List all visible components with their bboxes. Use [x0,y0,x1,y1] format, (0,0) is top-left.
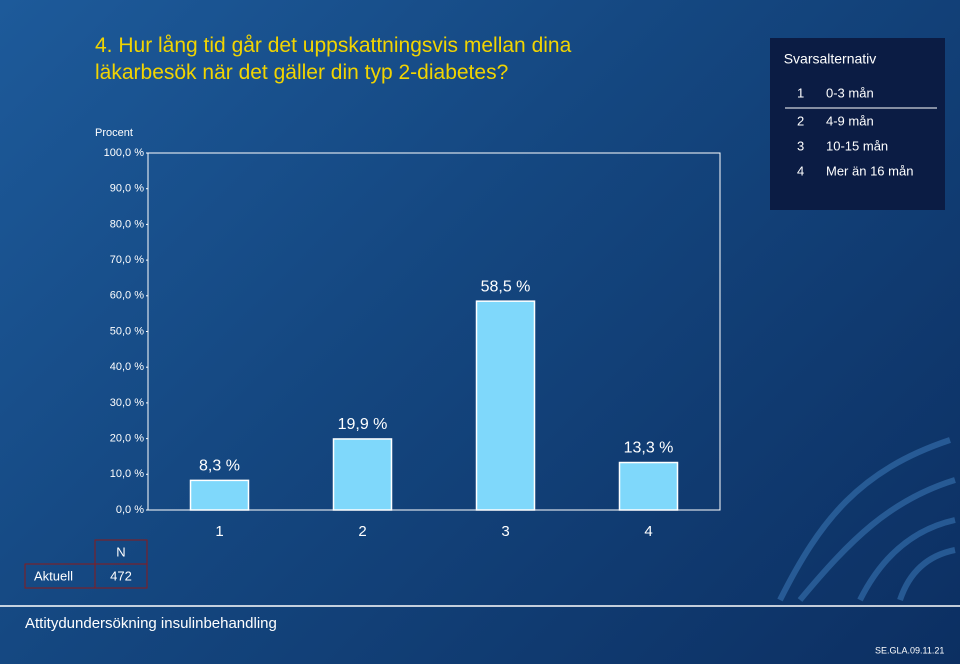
table-value: 472 [110,568,132,583]
y-tick-label: 90,0 % [110,183,144,195]
legend-key: 1 [797,85,804,100]
table-cell [94,563,148,589]
chart-title: 4. Hur lång tid går det uppskattningsvis… [95,34,572,84]
y-tick-label: 40,0 % [110,361,144,373]
bar [189,479,250,511]
bar [618,461,679,511]
legend-key: 2 [797,113,804,128]
y-tick-label: 100,0 % [104,147,145,159]
legend-label: 0-3 mån [826,85,874,100]
y-tick-label: 70,0 % [110,254,144,266]
y-axis-label: Procent [95,127,133,139]
y-tick-label: 60,0 % [110,290,144,302]
value-label: 13,3 % [624,440,674,457]
table-row-label: Aktuell [34,568,73,583]
footer-text: Attitydundersökning insulinbehandling [25,615,277,632]
decoration [777,437,956,602]
legend-label: 10-15 mån [826,138,888,153]
legend-key: 3 [797,138,804,153]
y-tick-label: 0,0 % [116,504,144,516]
x-tick-label: 1 [215,523,223,540]
value-label: 58,5 % [481,278,531,295]
legend-label: Mer än 16 mån [826,163,913,178]
y-tick-label: 80,0 % [110,218,144,230]
legend-label: 4-9 mån [826,113,874,128]
bar [332,438,393,511]
legend-key: 4 [797,163,804,178]
bar [475,300,536,511]
y-tick-label: 10,0 % [110,468,144,480]
x-tick-label: 4 [644,523,652,540]
value-label: 8,3 % [199,458,240,475]
legend-box [770,38,945,210]
plot-frame [147,152,721,511]
value-label: 19,9 % [338,416,388,433]
legend-title: Svarsalternativ [784,51,877,67]
x-tick-label: 3 [501,523,509,540]
table-header: N [116,544,125,559]
y-tick-label: 20,0 % [110,433,144,445]
y-tick-label: 30,0 % [110,397,144,409]
footer-code: SE.GLA.09.11.21 [875,645,944,655]
x-tick-label: 2 [358,523,366,540]
y-tick-label: 50,0 % [110,325,144,337]
